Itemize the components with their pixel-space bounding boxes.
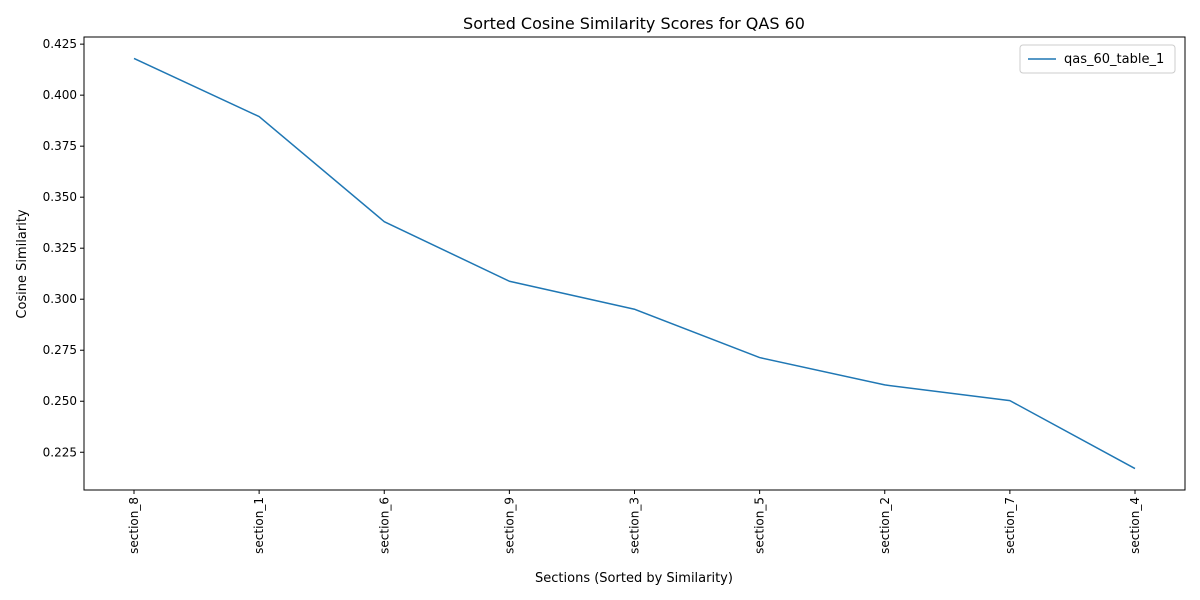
y-tick-label: 0.250: [43, 394, 77, 408]
x-tick-label: section_6: [377, 497, 391, 554]
series-line: [133, 57, 1136, 470]
legend-box: [1019, 44, 1176, 74]
y-tick-label: 0.350: [43, 190, 77, 204]
x-tick-label: section_3: [628, 497, 642, 554]
y-tick-label: 0.325: [43, 241, 77, 255]
x-tick-label: section_4: [1128, 497, 1142, 554]
x-tick-label: section_1: [252, 497, 266, 554]
x-tick-label: section_8: [127, 497, 141, 554]
y-tick-label: 0.400: [43, 88, 77, 102]
x-axis-label: Sections (Sorted by Similarity): [535, 571, 733, 586]
legend: qas_60_table_1: [1019, 44, 1176, 74]
x-tick-label: section_5: [753, 497, 767, 554]
series-layer: [133, 57, 1136, 470]
y-tick-label: 0.375: [43, 139, 77, 153]
x-tick-label: section_7: [1003, 497, 1017, 554]
y-tick-label: 0.425: [43, 37, 77, 51]
x-axis: section_8 section_1 section_6 section_9 sect…: [127, 490, 1142, 554]
chart-title: Sorted Cosine Similarity Scores for QAS …: [463, 14, 805, 33]
y-tick-label: 0.300: [43, 292, 77, 306]
plot-area: [83, 36, 1186, 491]
x-tick-label: section_9: [502, 497, 516, 554]
y-tick-label: 0.225: [43, 445, 77, 459]
x-tick-label: section_2: [878, 497, 892, 554]
y-axis-label: Cosine Similarity: [15, 209, 30, 319]
y-axis: 0.225 0.250 0.275 0.300 0.325 0.350 0.375 0.400…: [43, 37, 84, 459]
legend-label: qas_60_table_1: [1064, 52, 1164, 67]
plot-frame: [83, 36, 1186, 491]
y-tick-label: 0.275: [43, 343, 77, 357]
